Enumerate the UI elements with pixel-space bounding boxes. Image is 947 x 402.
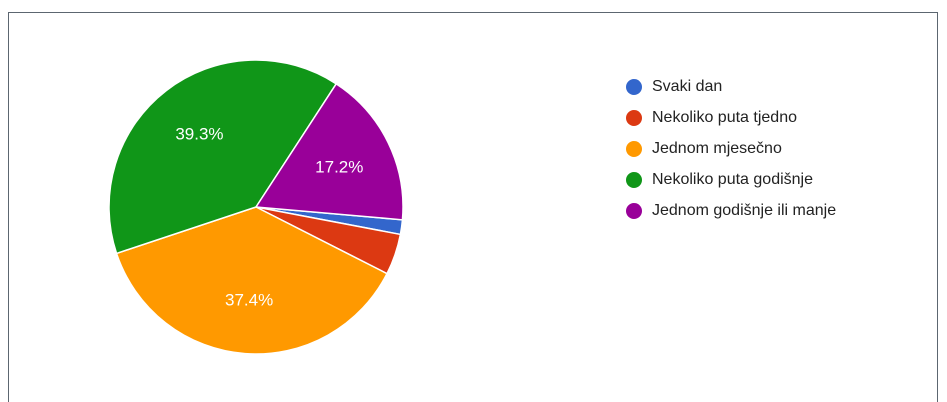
legend-item-2: Nekoliko puta tjedno: [626, 102, 836, 133]
pie-slice-5: [254, 82, 404, 221]
legend-item-3: Jednom mjesečno: [626, 133, 836, 164]
legend-label: Jednom godišnje ili manje: [652, 201, 837, 219]
legend-label: Nekoliko puta tjedno: [652, 108, 797, 126]
legend-swatch-icon: [626, 171, 642, 188]
pie-slice-3: [115, 206, 389, 355]
pie-slice-4: [108, 59, 338, 255]
chart-legend: Svaki dan Nekoliko puta tjedno Jednom mjes…: [626, 71, 836, 226]
slice-value-label-3: 37.4%: [225, 290, 273, 309]
slice-value-label-4: 39.3%: [175, 125, 223, 144]
legend-label: Jednom mjesečno: [652, 139, 782, 157]
pie-chart: 37.4% 39.3% 17.2%: [108, 59, 404, 355]
legend-item-5: Jednom godišnje ili manje: [626, 195, 836, 226]
legend-item-1: Svaki dan: [626, 71, 836, 102]
legend-label: Svaki dan: [652, 77, 723, 95]
legend-swatch-icon: [626, 109, 642, 126]
legend-swatch-icon: [626, 202, 642, 219]
legend-swatch-icon: [626, 140, 642, 157]
legend-swatch-icon: [626, 78, 642, 95]
slice-value-label-5: 17.2%: [315, 157, 363, 176]
chart-card: 37.4% 39.3% 17.2% Svaki dan Nekoliko puta t…: [8, 12, 938, 402]
legend-label: Nekoliko puta godišnje: [652, 170, 813, 188]
legend-item-4: Nekoliko puta godišnje: [626, 164, 836, 195]
